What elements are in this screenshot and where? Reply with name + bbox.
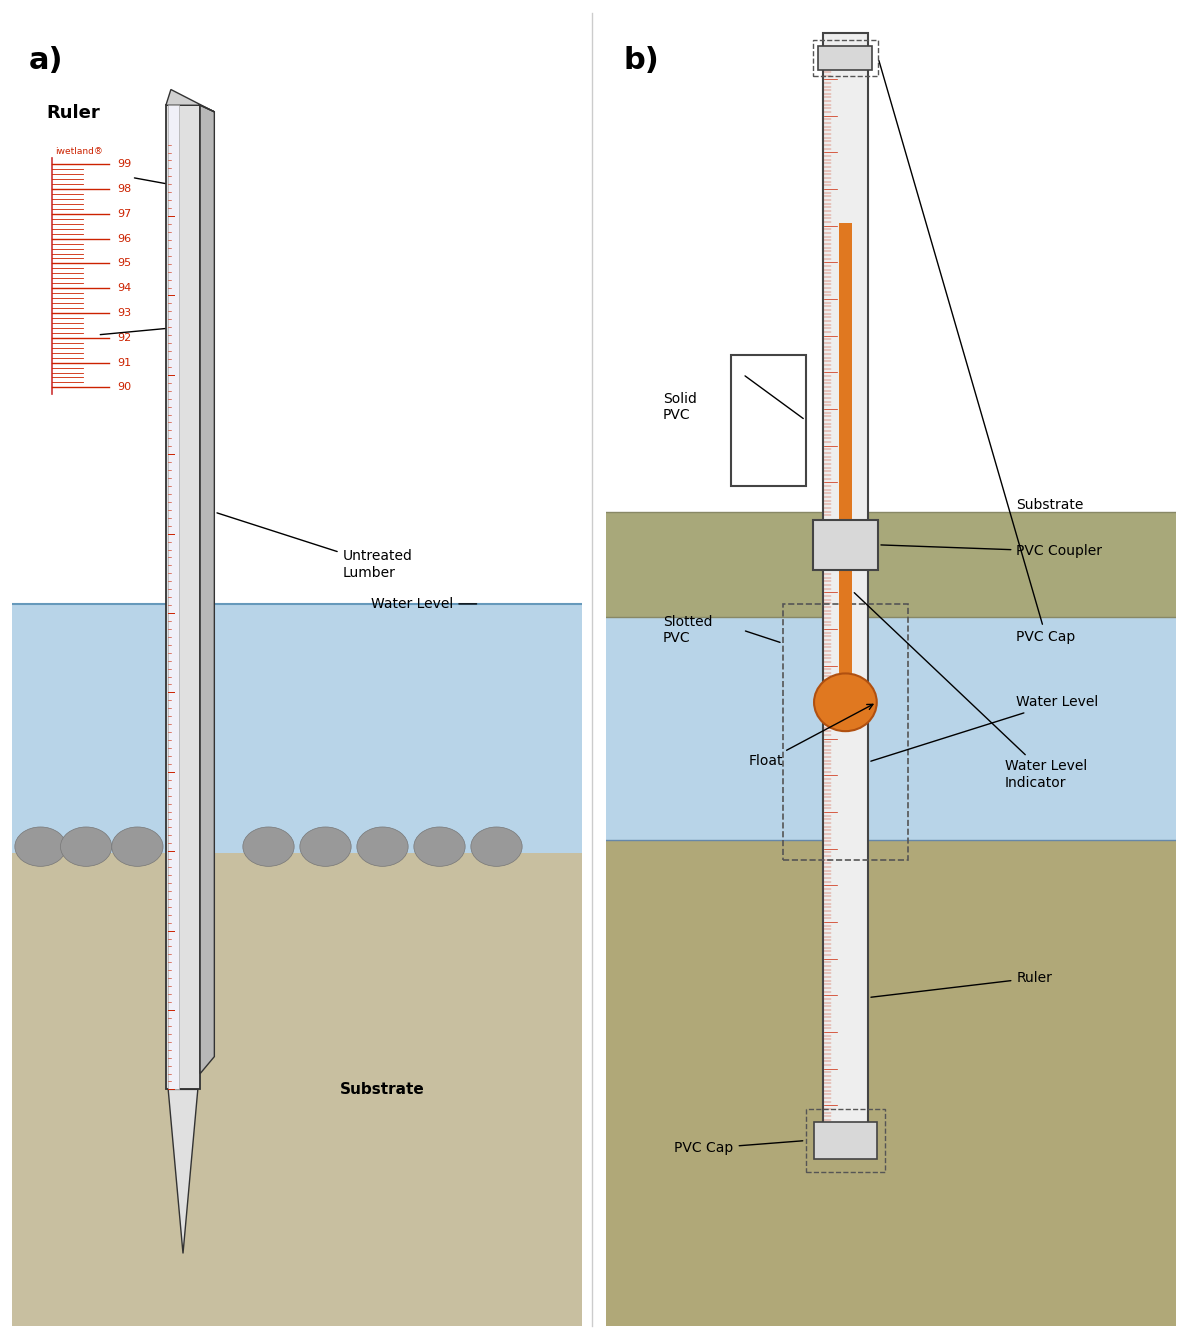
Bar [805,1109,886,1172]
Ellipse shape [112,828,163,866]
Ellipse shape [242,828,294,866]
Bar [839,224,852,703]
Ellipse shape [60,828,112,866]
Bar [606,617,1176,840]
Text: Water Level
Indicator: Water Level Indicator [854,593,1087,790]
Bar [782,604,908,860]
Ellipse shape [300,828,352,866]
Ellipse shape [14,828,66,866]
Text: Water Level: Water Level [371,597,476,611]
Bar [606,511,1176,617]
Text: Float: Float [749,704,872,769]
Text: b): b) [623,46,659,75]
Bar [814,1122,877,1160]
Text: 91: 91 [118,358,132,368]
Text: 96: 96 [118,233,132,244]
Text: 92: 92 [118,333,132,343]
Text: 93: 93 [118,308,132,319]
Bar [732,355,805,486]
Ellipse shape [470,828,522,866]
Text: a): a) [29,46,64,75]
Bar [818,46,872,70]
Text: Ruler: Ruler [47,104,100,122]
Bar [606,840,1176,1326]
Text: 97: 97 [118,209,132,218]
Text: Water Level: Water Level [871,695,1099,761]
Bar [166,106,200,1090]
Ellipse shape [356,828,408,866]
Text: PVC Coupler: PVC Coupler [881,545,1103,558]
Bar [168,106,179,1090]
Polygon shape [200,106,215,1074]
Text: PVC Cap: PVC Cap [674,1141,803,1156]
Bar [812,520,878,570]
Text: PVC Cap: PVC Cap [878,60,1075,644]
Text: 98: 98 [118,183,132,194]
Ellipse shape [414,828,466,866]
Text: 99: 99 [118,159,132,169]
Text: Substrate: Substrate [340,1082,425,1097]
Text: Slotted
PVC: Slotted PVC [662,615,713,645]
Text: iwetland®: iwetland® [55,147,103,155]
Ellipse shape [814,674,877,731]
Text: Solid
PVC: Solid PVC [662,392,697,422]
Bar [823,33,869,1142]
Bar [12,853,582,1326]
Text: Ruler: Ruler [871,971,1052,998]
Text: 95: 95 [118,258,132,268]
Polygon shape [166,90,215,111]
Text: Untreated
Lumber: Untreated Lumber [217,513,413,580]
Bar [812,40,878,76]
Bar [12,604,582,1326]
Text: 94: 94 [118,284,132,293]
Text: 90: 90 [118,383,132,392]
Polygon shape [168,1090,198,1253]
Text: Substrate: Substrate [1016,498,1084,513]
